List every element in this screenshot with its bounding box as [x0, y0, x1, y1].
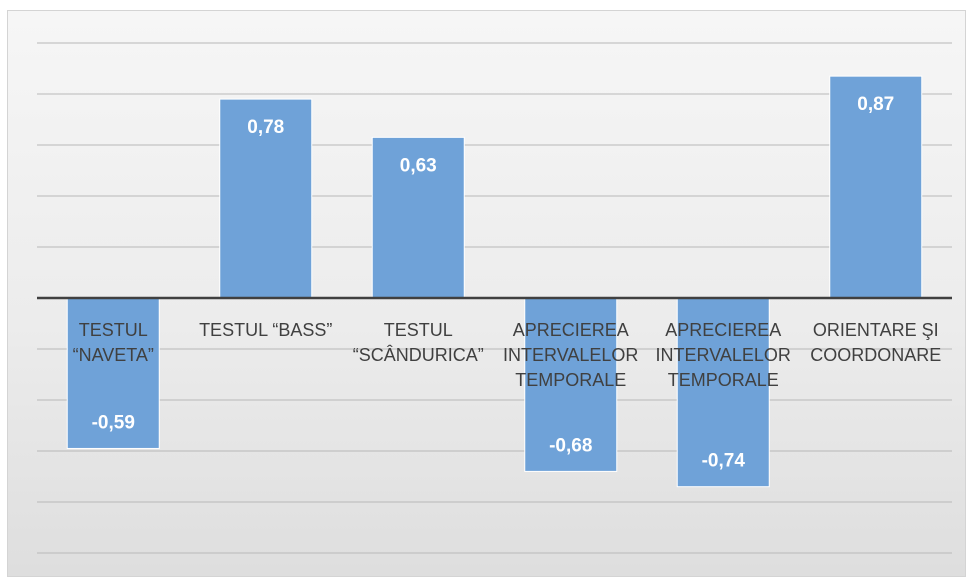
category-label: ORIENTARE ŞI COORDONARE — [810, 320, 941, 365]
data-label: 0,63 — [400, 155, 437, 176]
data-label: 0,78 — [247, 117, 284, 138]
data-label: -0,68 — [549, 435, 592, 456]
data-label: -0,74 — [702, 451, 746, 472]
category-label: TESTUL “SCÂNDURICA” — [353, 320, 484, 365]
bar — [829, 75, 923, 299]
bar — [676, 297, 770, 488]
bar — [219, 98, 313, 299]
data-label: -0,59 — [92, 412, 135, 433]
category-label: APRECIEREA INTERVALELOR TEMPORALE — [503, 320, 638, 390]
category-label: TESTUL “NAVETA” — [73, 320, 154, 365]
category-label: TESTUL “BASS” — [199, 320, 332, 340]
bar-chart: -0,59 0,78 0,63 -0,68 -0,74 0,87 TESTUL “NAVETA… — [37, 42, 952, 554]
chart-area: -0,59 0,78 0,63 -0,68 -0,74 0,87 TESTUL “NAVETA… — [7, 10, 966, 577]
category-label: APRECIEREA INTERVALELOR TEMPORALE — [656, 320, 791, 390]
data-label: 0,87 — [857, 94, 894, 115]
bar — [524, 297, 618, 472]
